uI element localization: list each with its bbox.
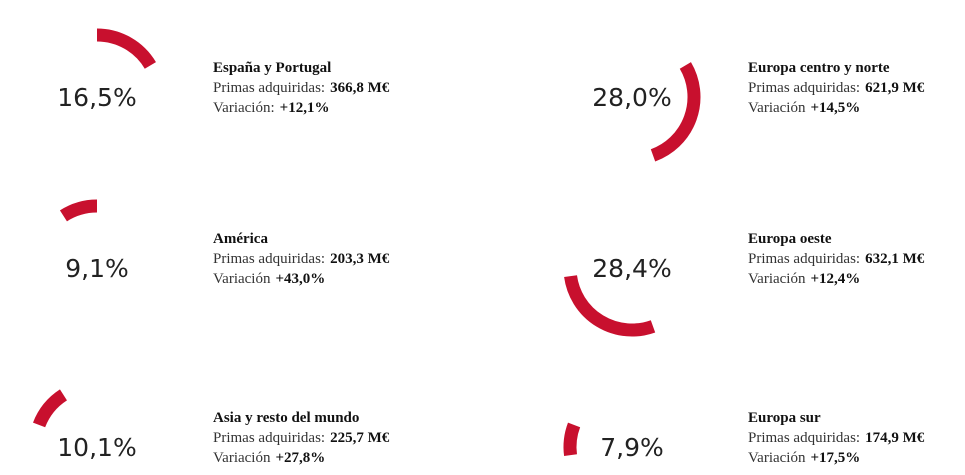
variacion-title: Variación: [213,100,275,116]
variacion-title: Variación [213,450,271,466]
variacion-title: Variación [748,271,806,287]
region-name: América [213,231,268,247]
variacion-title: Variación [213,271,271,287]
region-name: España y Portugal [213,60,331,76]
share-label: 7,9% [600,433,664,462]
share-label: 10,1% [57,433,136,462]
region-name: Europa oeste [748,231,832,247]
primas-title: Primas adquiridas: [213,80,325,96]
primas-value: 225,7 M€ [330,430,390,446]
primas-line: Primas adquiridas: 203,3 M€ [213,251,390,267]
primas-line: Primas adquiridas: 621,9 M€ [748,80,925,96]
primas-value: 174,9 M€ [865,430,925,446]
variacion-line: Variación +12,4% [748,271,860,287]
primas-value: 621,9 M€ [865,80,925,96]
share-label: 16,5% [57,83,136,112]
variacion-title: Variación [748,100,806,116]
primas-value: 366,8 M€ [330,80,390,96]
primas-title: Primas adquiridas: [748,251,860,267]
variacion-line: Variación: +12,1% [213,100,329,116]
variacion-line: Variación +17,5% [748,450,860,466]
primas-line: Primas adquiridas: 632,1 M€ [748,251,925,267]
variacion-title: Variación [748,450,806,466]
arc-segment [32,389,68,428]
region-name: Europa sur [748,410,821,426]
arc-segment [59,199,98,222]
arc-segment [650,62,701,162]
variacion-line: Variación +14,5% [748,100,860,116]
primas-title: Primas adquiridas: [748,430,860,446]
share-label: 28,0% [592,83,671,112]
primas-line: Primas adquiridas: 225,7 M€ [213,430,390,446]
primas-title: Primas adquiridas: [213,430,325,446]
variacion-value: +43,0% [275,271,325,287]
variacion-value: +17,5% [810,450,860,466]
primas-line: Primas adquiridas: 174,9 M€ [748,430,925,446]
primas-line: Primas adquiridas: 366,8 M€ [213,80,390,96]
variacion-line: Variación +27,8% [213,450,325,466]
share-label: 9,1% [65,254,129,283]
share-label: 28,4% [592,254,671,283]
region-name: Europa centro y norte [748,60,890,76]
region-name: Asia y resto del mundo [213,410,359,426]
variacion-line: Variación +43,0% [213,271,325,287]
variacion-value: +14,5% [810,100,860,116]
primas-title: Primas adquiridas: [213,251,325,267]
variacion-value: +27,8% [275,450,325,466]
primas-title: Primas adquiridas: [748,80,860,96]
arc-segment [564,275,656,337]
primas-value: 203,3 M€ [330,251,390,267]
arc-segment [96,28,156,69]
primas-value: 632,1 M€ [865,251,925,267]
variacion-value: +12,4% [810,271,860,287]
arc-segment [563,422,581,457]
variacion-value: +12,1% [280,100,330,116]
